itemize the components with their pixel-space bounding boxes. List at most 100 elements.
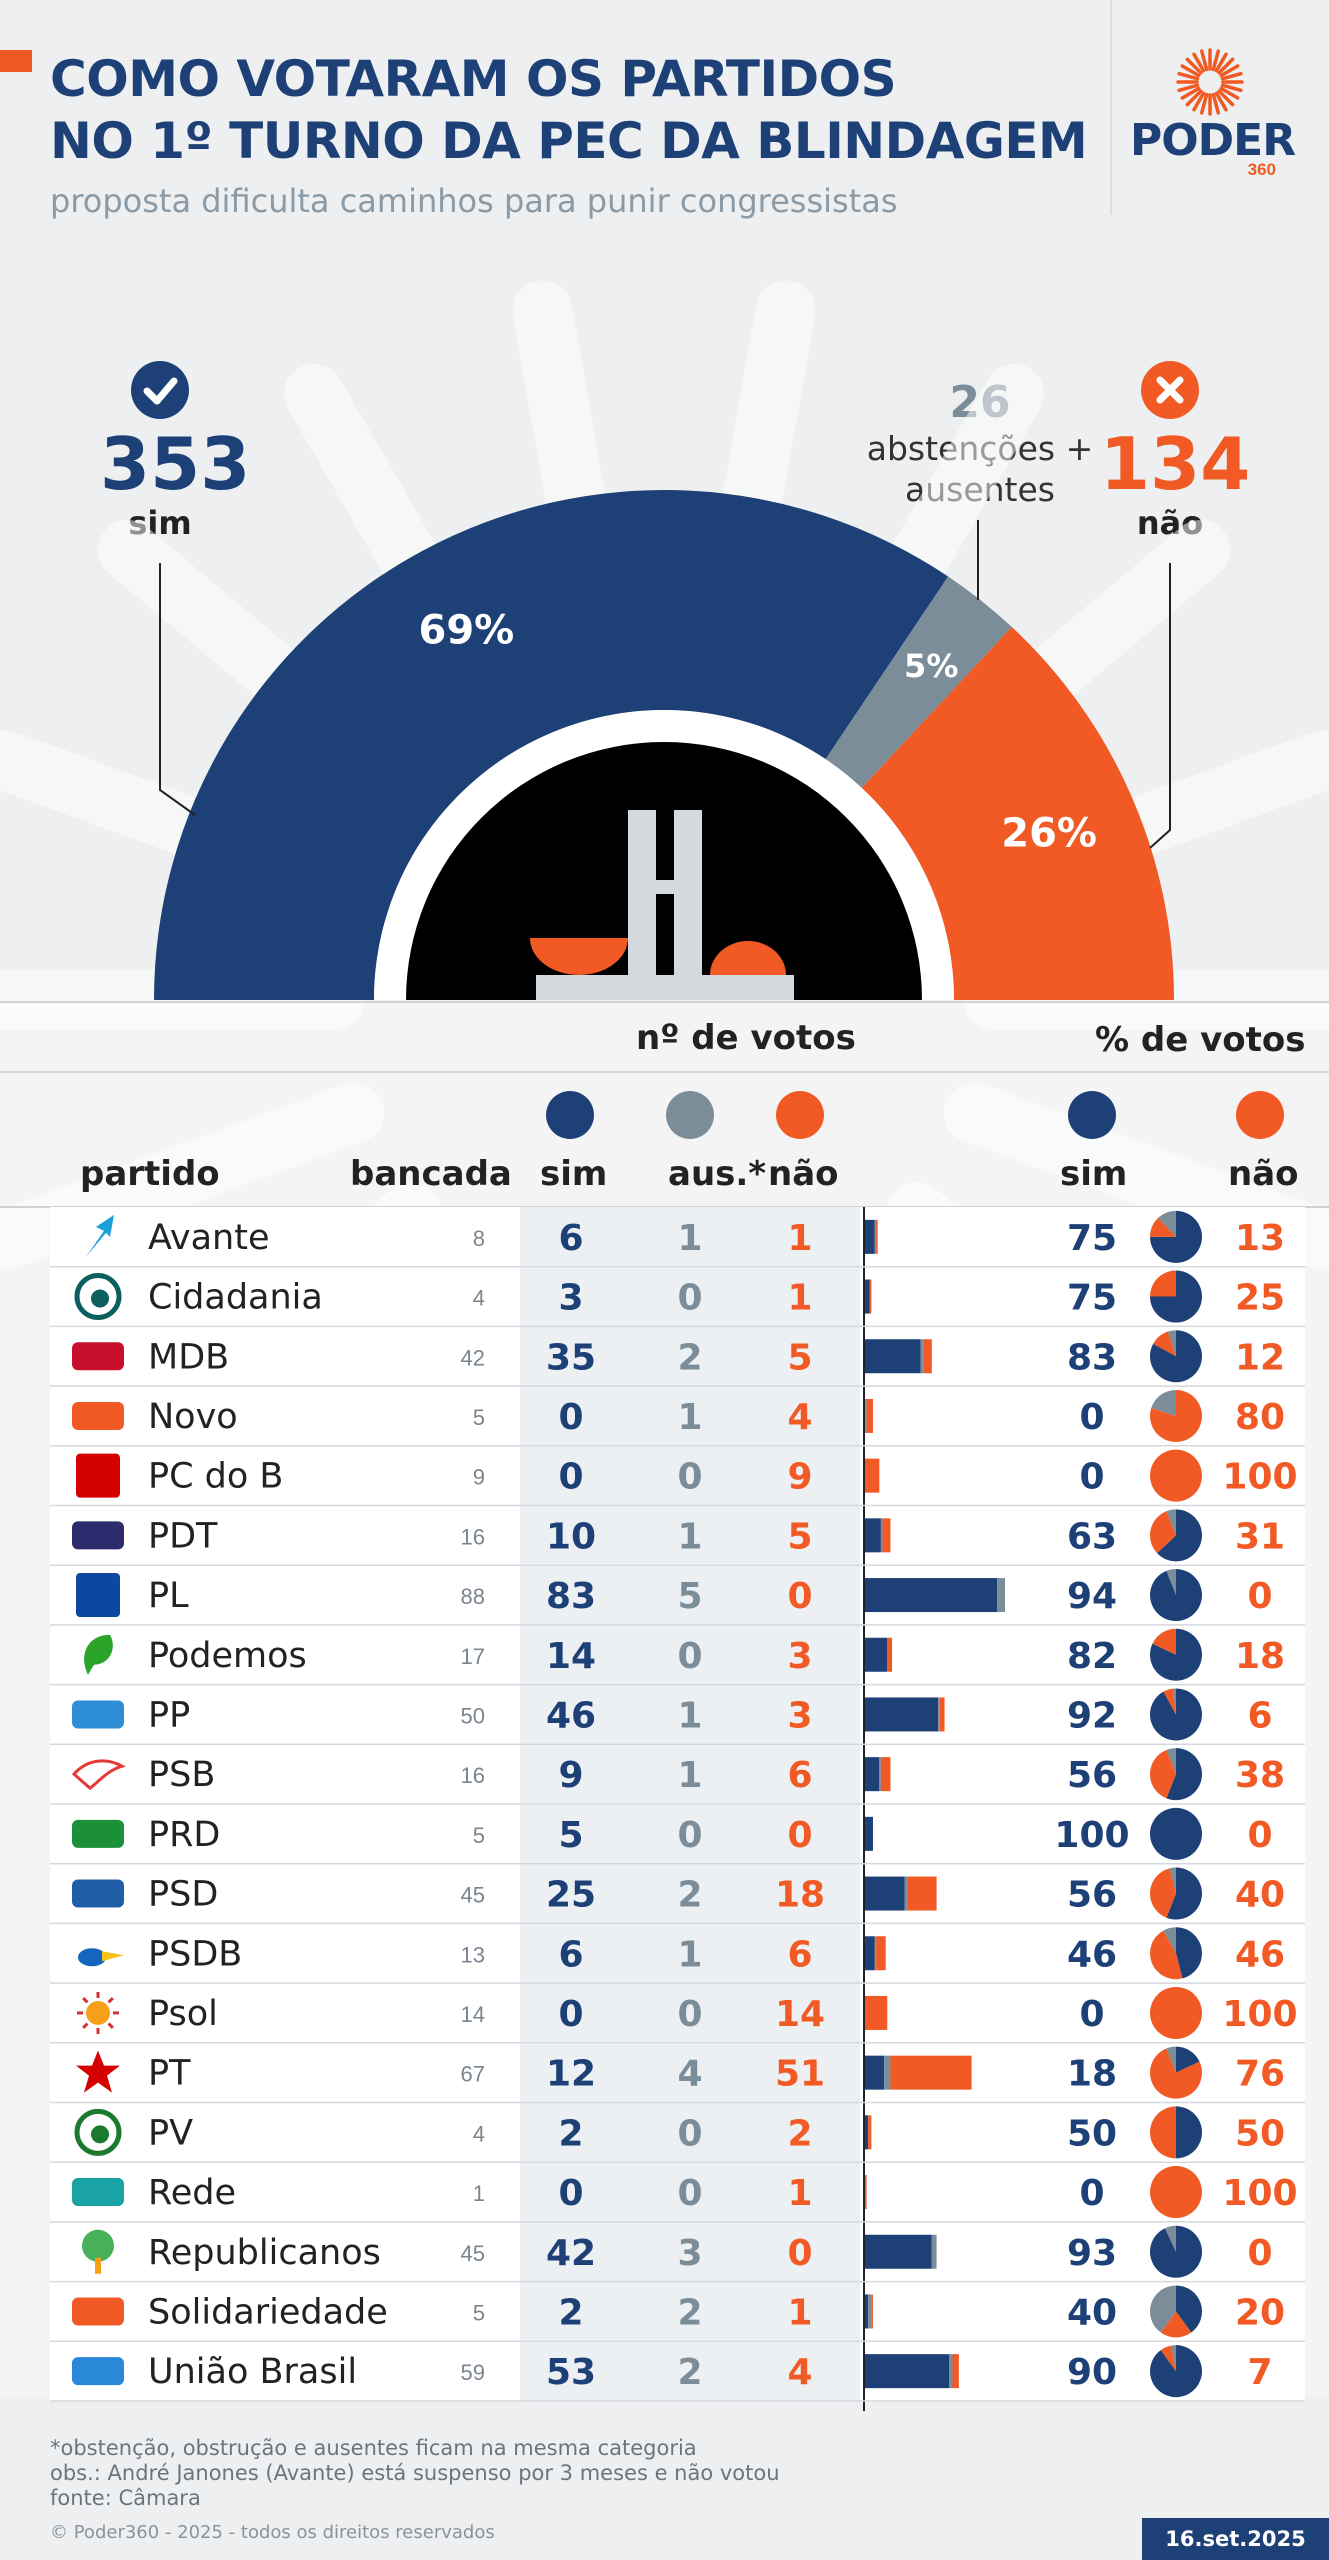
bar-sim: [865, 1279, 870, 1314]
congress-building-icon: [530, 810, 794, 1000]
sim-value: 0: [558, 2173, 583, 2214]
bar-aus: [868, 2294, 872, 2329]
pct-nao-value: 0: [1247, 1576, 1272, 1617]
aus-value: 1: [677, 1218, 702, 1259]
bar-aus: [920, 1339, 924, 1374]
bar-sim: [865, 1816, 873, 1851]
mini-pie: [1150, 2225, 1203, 2278]
table-row: Novo 5 0 1 4 0 80: [50, 1389, 1305, 1447]
mini-pie-nao: [1160, 2345, 1176, 2372]
mini-pie-sim: [1176, 1927, 1202, 1979]
mini-pie: [1150, 2285, 1202, 2338]
sim-value: 35: [546, 1337, 596, 1378]
sun-ray: [1220, 83, 1243, 93]
pct-sim-value: 56: [1067, 1875, 1117, 1916]
aus-value: 3: [677, 2233, 702, 2274]
pct-nao-value: 7: [1247, 2352, 1272, 2393]
table-row: PP 50 46 1 3 92 6: [50, 1688, 1305, 1746]
bar-nao: [866, 1398, 873, 1433]
mini-pie: [1150, 2345, 1203, 2398]
mini-pie: [1149, 1867, 1202, 1920]
sim-value: 14: [546, 1636, 596, 1677]
bar-sim: [865, 1876, 905, 1911]
dome: [710, 941, 786, 975]
sim-value: 9: [558, 1755, 583, 1796]
mini-pie-nao: [1150, 2166, 1202, 2219]
bar-nao: [907, 1876, 937, 1911]
bar-nao: [865, 2175, 867, 2210]
sim-header: sim: [540, 1154, 608, 1194]
pct-nao-value: 38: [1235, 1755, 1285, 1796]
votes-group-header: nº de votos: [636, 1018, 856, 1058]
bar-sim: [865, 1637, 888, 1672]
mini-pie: [1150, 2106, 1202, 2159]
bar-aus: [949, 2354, 953, 2389]
sim-segment-label: 69%: [418, 607, 514, 653]
sun-ray: [1219, 86, 1240, 100]
logo-wordmark: PODER: [1130, 115, 1296, 166]
rede-logo-icon: [72, 2178, 124, 2207]
bar-nao: [876, 1936, 886, 1971]
sun-ray: [1185, 89, 1203, 107]
mini-pie-nao: [1150, 2106, 1176, 2159]
abst-segment: [825, 576, 1012, 788]
bancada-value: 67: [461, 2062, 485, 2087]
republicanos-tree-icon: [82, 2229, 114, 2274]
party-name: PSB: [148, 1755, 215, 1795]
pct-group-header: % de votos: [1095, 1020, 1306, 1060]
nao-header: não: [768, 1154, 839, 1194]
sim-value: 2: [558, 2292, 583, 2333]
party-name: PL: [148, 1576, 189, 1616]
nao-value: 4: [787, 1397, 812, 1438]
podemos-logo-icon: [84, 1634, 113, 1675]
pv-logo-icon: [74, 2108, 122, 2156]
sim-leader-line: [159, 563, 196, 816]
pct-sim-value: 90: [1067, 2352, 1117, 2393]
bar-sim: [865, 2354, 950, 2389]
aus-dot: [666, 1091, 714, 1139]
sim-value: 25: [546, 1875, 596, 1916]
sun-ray: [1180, 64, 1201, 78]
title-line-1: COMO VOTARAM OS PARTIDOS: [50, 50, 897, 108]
nao-segment-label: 26%: [1001, 810, 1097, 856]
nao-value: 2: [787, 2113, 812, 2154]
sim-value: 10: [546, 1516, 596, 1557]
bar-sim: [865, 2294, 869, 2329]
pct-nao-header: não: [1228, 1154, 1299, 1194]
pct-sim-value: 0: [1079, 2173, 1104, 2214]
mini-pie: [1150, 1210, 1202, 1263]
mini-pie-sim: [1150, 1210, 1202, 1263]
bancada-value: 59: [461, 2360, 485, 2385]
sim-value: 6: [558, 1218, 583, 1259]
aus-value: 0: [677, 1636, 702, 1677]
sun-ray: [1199, 49, 1209, 72]
bar-aus: [865, 1398, 867, 1433]
aus-value: 1: [677, 1516, 702, 1557]
mini-pie-nao: [1150, 1449, 1202, 1502]
pct-nao-value: 25: [1235, 1278, 1285, 1319]
mini-pie-sim: [1176, 2046, 1200, 2073]
pp-logo-icon: [72, 1700, 124, 1729]
bar-nao: [939, 1697, 945, 1732]
bancada-value: 5: [473, 2300, 485, 2325]
mini-pie: [1150, 1389, 1203, 1442]
pct-sim-value: 0: [1079, 1397, 1104, 1438]
logo-number: 360: [1247, 160, 1276, 179]
sun-ray: [1185, 57, 1203, 75]
nao-value: 1: [787, 2292, 812, 2333]
nao-value: 3: [787, 1695, 812, 1736]
party-name: Cidadania: [148, 1278, 323, 1318]
bar-nao: [869, 1279, 872, 1314]
aus-value: 2: [677, 2352, 702, 2393]
party-name: Avante: [148, 1218, 270, 1258]
sim-value: 0: [558, 1457, 583, 1498]
sim-value: 3: [558, 1278, 583, 1319]
mini-pie: [1150, 1927, 1202, 1980]
aus-value: 1: [677, 1934, 702, 1975]
mini-pie-aus: [1158, 1210, 1176, 1237]
sun-ray: [1219, 64, 1240, 78]
table-row: União Brasil 59 53 2 4 90 7: [50, 2345, 1305, 2402]
bar-sim: [865, 2234, 932, 2269]
pct-nao-value: 0: [1247, 2233, 1272, 2274]
